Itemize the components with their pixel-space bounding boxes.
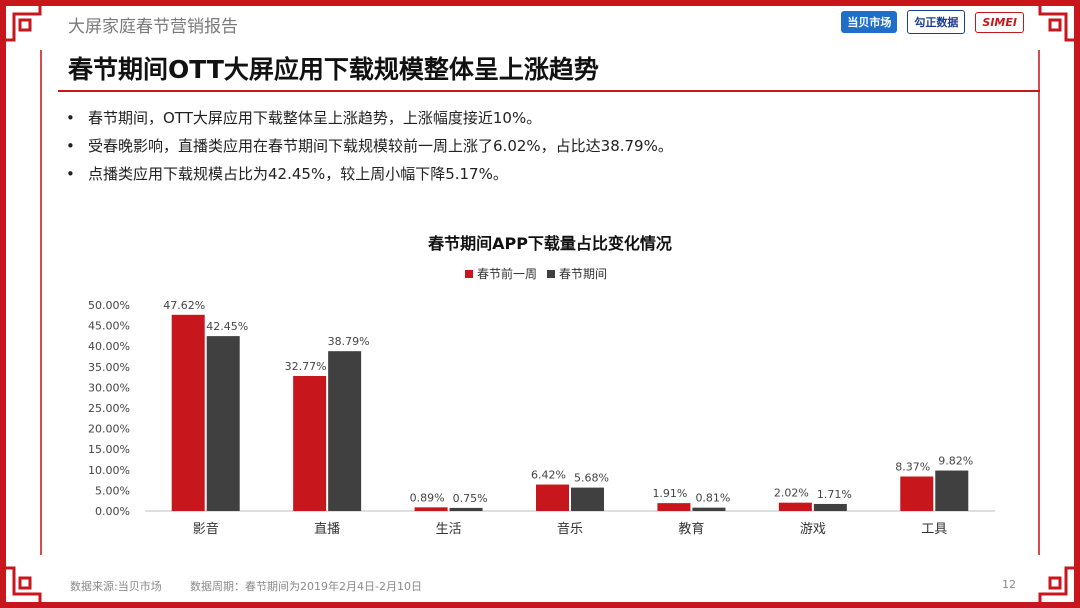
legend-swatch: [465, 270, 473, 278]
legend-label: 春节前一周: [477, 266, 537, 281]
data-label: 38.79%: [328, 335, 370, 348]
x-tick-label: 工具: [921, 522, 947, 537]
y-tick-label: 45.00%: [88, 320, 130, 333]
x-tick-label: 影音: [193, 521, 219, 537]
corner-ornament-top-left: [2, 2, 42, 42]
data-label: 32.77%: [285, 360, 327, 373]
corner-ornament-bottom-left: [2, 566, 42, 606]
frame-inner-left-line: [40, 50, 42, 555]
x-tick-label: 直播: [314, 522, 340, 537]
bar: [328, 351, 362, 511]
y-tick-label: 40.00%: [88, 340, 130, 353]
bar: [171, 314, 205, 511]
y-tick-label: 30.00%: [88, 381, 130, 394]
data-label: 1.71%: [817, 488, 852, 501]
x-tick-label: 教育: [678, 521, 704, 537]
corner-ornament-bottom-right: [1038, 566, 1078, 606]
corner-ornament-top-right: [1038, 2, 1078, 42]
finding-item: • 春节期间，OTT大屏应用下载整体呈上涨趋势，上涨幅度接近10%。: [66, 109, 542, 127]
y-tick-label: 20.00%: [88, 423, 130, 436]
frame-right-border: [1074, 0, 1080, 608]
x-tick-label: 音乐: [557, 521, 583, 537]
bar: [536, 484, 569, 511]
y-tick-label: 10.00%: [88, 464, 130, 477]
bar: [414, 507, 448, 511]
key-findings-list: • 春节期间，OTT大屏应用下载整体呈上涨趋势，上涨幅度接近10%。 • 受春晚影响…: [66, 104, 673, 188]
finding-text: 点播类应用下载规模占比为42.45%，较上周小幅下降5.17%。: [88, 165, 508, 183]
bar: [813, 503, 847, 511]
y-tick-label: 5.00%: [95, 484, 130, 497]
data-label: 2.02%: [774, 487, 809, 500]
bar: [293, 375, 327, 511]
data-label: 0.89%: [410, 491, 445, 504]
y-tick-label: 15.00%: [88, 443, 130, 456]
data-label: 1.91%: [652, 487, 687, 500]
x-tick-label: 游戏: [800, 522, 826, 537]
bar: [571, 487, 604, 511]
bar: [657, 503, 691, 511]
legend-swatch: [547, 270, 555, 278]
finding-item: • 点播类应用下载规模占比为42.45%，较上周小幅下降5.17%。: [66, 165, 508, 183]
frame-top-border: [0, 0, 1080, 6]
report-header-title: 大屏家庭春节营销报告: [68, 17, 238, 37]
title-divider: [58, 90, 1040, 92]
gozen-data-logo: 勾正数据: [907, 10, 966, 34]
simei-logo: SIMEI: [975, 11, 1024, 33]
data-label: 0.75%: [453, 492, 488, 505]
slide-title: 春节期间OTT大屏应用下载规模整体呈上涨趋势: [68, 55, 599, 84]
x-tick-label: 生活: [436, 522, 462, 537]
y-tick-label: 0.00%: [95, 505, 130, 518]
bar: [449, 507, 483, 511]
data-label: 42.45%: [206, 320, 248, 333]
chart-title: 春节期间APP下载量占比变化情况: [427, 234, 672, 253]
data-label: 0.81%: [695, 492, 730, 505]
y-tick-label: 25.00%: [88, 402, 130, 415]
bar: [935, 470, 969, 511]
footer-data-period: 数据周期：春节期间为2019年2月4日-2月10日: [190, 580, 422, 593]
finding-text: 受春晚影响，直播类应用在春节期间下载规模较前一周上涨了6.02%，占比达38.7…: [88, 137, 673, 155]
data-label: 6.42%: [531, 469, 566, 482]
frame-inner-right-line: [1038, 50, 1040, 555]
finding-item: • 受春晚影响，直播类应用在春节期间下载规模较前一周上涨了6.02%，占比达38.…: [66, 137, 673, 155]
dangbei-logo: 当贝市场: [841, 11, 898, 33]
footer-data-source: 数据来源:当贝市场: [70, 580, 162, 593]
frame-bottom-border: [0, 602, 1080, 608]
frame-left-border: [0, 0, 6, 608]
bar: [778, 502, 812, 511]
finding-text: 春节期间，OTT大屏应用下载整体呈上涨趋势，上涨幅度接近10%。: [88, 109, 542, 127]
partner-logos: 当贝市场 勾正数据 SIMEI: [841, 10, 1024, 34]
y-tick-label: 35.00%: [88, 361, 130, 374]
data-label: 8.37%: [895, 461, 930, 474]
bar: [206, 336, 240, 511]
data-label: 47.62%: [163, 299, 205, 312]
download-share-chart: 春节期间APP下载量占比变化情况春节前一周 春节期间 0.00% 5.00% 10.00…: [60, 225, 1020, 545]
data-label: 5.68%: [574, 472, 609, 485]
y-tick-label: 50.00%: [88, 299, 130, 312]
legend-label: 春节期间: [559, 267, 607, 281]
data-label: 9.82%: [938, 455, 973, 468]
bar: [900, 476, 934, 511]
page-number: 12: [1002, 578, 1016, 591]
bar: [692, 507, 726, 511]
